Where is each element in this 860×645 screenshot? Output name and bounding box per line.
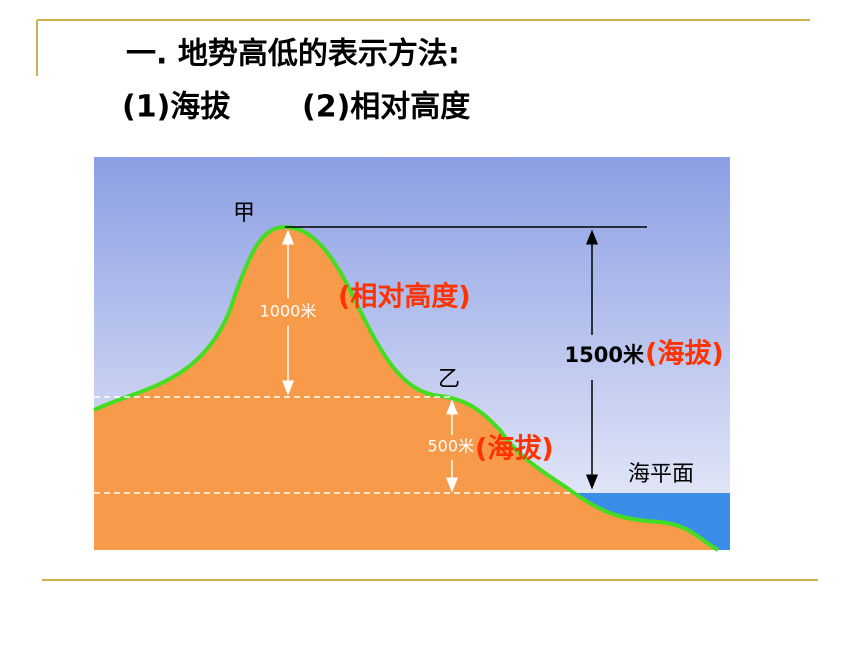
height-note: (相对高度) — [338, 281, 471, 313]
mountain — [94, 227, 718, 550]
altitude-note: (海拔) — [645, 339, 724, 370]
mid-label: 乙 — [438, 367, 460, 392]
item: (2)相对高度 — [302, 90, 470, 125]
altitude-value: 500米 — [427, 437, 474, 456]
title: 一. 地势高低的表示方法: — [126, 37, 460, 72]
mountain-outline — [93, 224, 719, 552]
altitude-note: (海拔) — [475, 434, 554, 465]
altitude-value: 1500米 — [565, 343, 645, 367]
peak-label: 甲 — [233, 201, 255, 226]
sea-level-label: 海平面 — [628, 462, 694, 487]
item: (1)海拔 — [122, 90, 231, 125]
diagram: 甲 乙 1000米 (相对高度) 1500米 (海拔) 500米 (海拔) 海平… — [93, 157, 730, 552]
height-value: 1000米 — [260, 302, 317, 321]
